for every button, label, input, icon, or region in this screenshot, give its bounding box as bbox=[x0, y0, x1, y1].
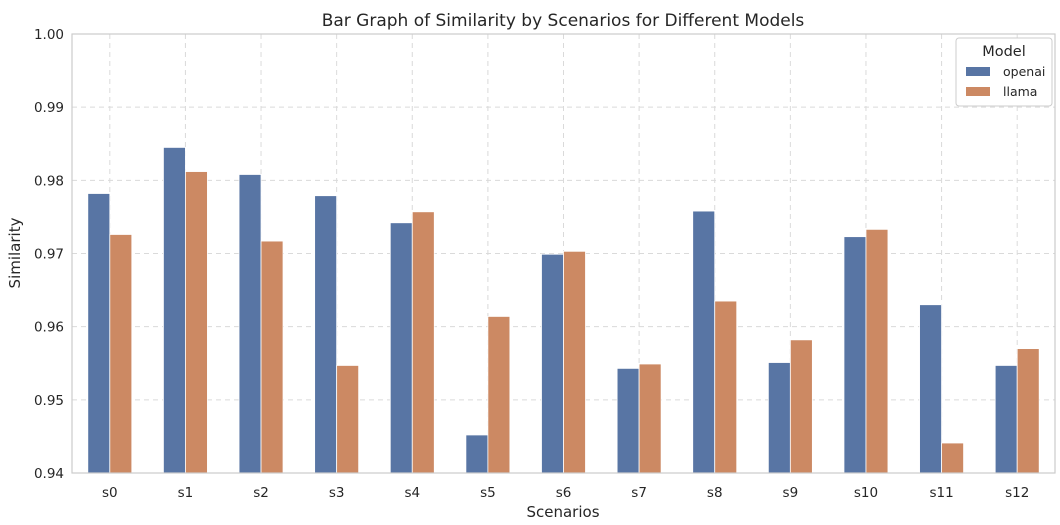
bar-openai-s6 bbox=[541, 253, 564, 474]
x-axis-ticks: s0 s1 s2 s3 s4 s5 s6 s7 s8 s9 s10 s11 s12 bbox=[102, 485, 1029, 501]
y-tick-label: 0.96 bbox=[34, 320, 64, 336]
y-tick-label: 0.97 bbox=[34, 247, 64, 263]
bar-openai-s4 bbox=[389, 222, 413, 474]
bar-llama-s8 bbox=[714, 300, 738, 474]
x-tick-label: s11 bbox=[929, 485, 953, 501]
y-tick-label: 1.00 bbox=[34, 27, 64, 43]
legend-swatch-llama bbox=[966, 87, 990, 96]
bar-llama-s1 bbox=[185, 171, 208, 474]
x-tick-label: s1 bbox=[178, 485, 194, 501]
bar-openai-s8 bbox=[692, 210, 716, 474]
legend-label-llama: llama bbox=[1003, 84, 1037, 99]
plot-frame bbox=[71, 33, 1056, 474]
x-tick-label: s8 bbox=[707, 485, 723, 501]
y-axis-ticks: 0.94 0.95 0.96 0.97 0.98 0.99 1.00 bbox=[34, 27, 64, 482]
bar-openai-s11 bbox=[919, 304, 942, 474]
bars bbox=[87, 147, 1040, 474]
y-tick-label: 0.98 bbox=[34, 173, 64, 189]
bar-openai-s12 bbox=[994, 365, 1018, 474]
y-tick-label: 0.95 bbox=[34, 393, 64, 409]
x-tick-label: s9 bbox=[783, 485, 799, 501]
bar-openai-s3 bbox=[314, 195, 338, 474]
y-tick-label: 0.94 bbox=[34, 466, 64, 482]
bar-llama-s6 bbox=[563, 250, 586, 474]
bar-openai-s5 bbox=[465, 434, 489, 474]
legend-title: Model bbox=[982, 44, 1026, 60]
x-tick-label: s0 bbox=[102, 485, 118, 501]
bar-llama-s4 bbox=[411, 211, 435, 474]
bar-llama-s10 bbox=[865, 228, 889, 474]
x-axis-label: Scenarios bbox=[526, 503, 599, 521]
bar-llama-s0 bbox=[109, 234, 133, 474]
bar-openai-s7 bbox=[616, 367, 640, 474]
legend: Model openai llama bbox=[955, 37, 1053, 107]
bar-openai-s9 bbox=[767, 362, 791, 474]
y-tick-label: 0.99 bbox=[34, 100, 64, 116]
bar-llama-s2 bbox=[260, 240, 284, 474]
bar-openai-s1 bbox=[163, 147, 186, 474]
x-tick-label: s4 bbox=[404, 485, 420, 501]
bar-llama-s3 bbox=[336, 365, 360, 474]
bar-openai-s10 bbox=[843, 236, 867, 474]
legend-label-openai: openai bbox=[1003, 64, 1045, 79]
bar-llama-s9 bbox=[789, 339, 813, 474]
bar-llama-s12 bbox=[1016, 348, 1040, 474]
bar-openai-s0 bbox=[87, 193, 111, 474]
x-tick-label: s6 bbox=[556, 485, 572, 501]
bar-llama-s11 bbox=[941, 442, 964, 474]
bar-openai-s2 bbox=[238, 174, 262, 474]
bar-llama-s5 bbox=[487, 316, 511, 474]
x-tick-label: s5 bbox=[480, 485, 496, 501]
bar-llama-s7 bbox=[638, 363, 662, 474]
y-axis-label: Similarity bbox=[6, 217, 24, 288]
x-tick-label: s12 bbox=[1005, 485, 1029, 501]
x-tick-label: s2 bbox=[253, 485, 269, 501]
x-tick-label: s10 bbox=[854, 485, 878, 501]
legend-swatch-openai bbox=[966, 67, 990, 76]
x-tick-label: s3 bbox=[329, 485, 345, 501]
x-tick-label: s7 bbox=[631, 485, 647, 501]
chart-title: Bar Graph of Similarity by Scenarios for… bbox=[322, 11, 805, 31]
